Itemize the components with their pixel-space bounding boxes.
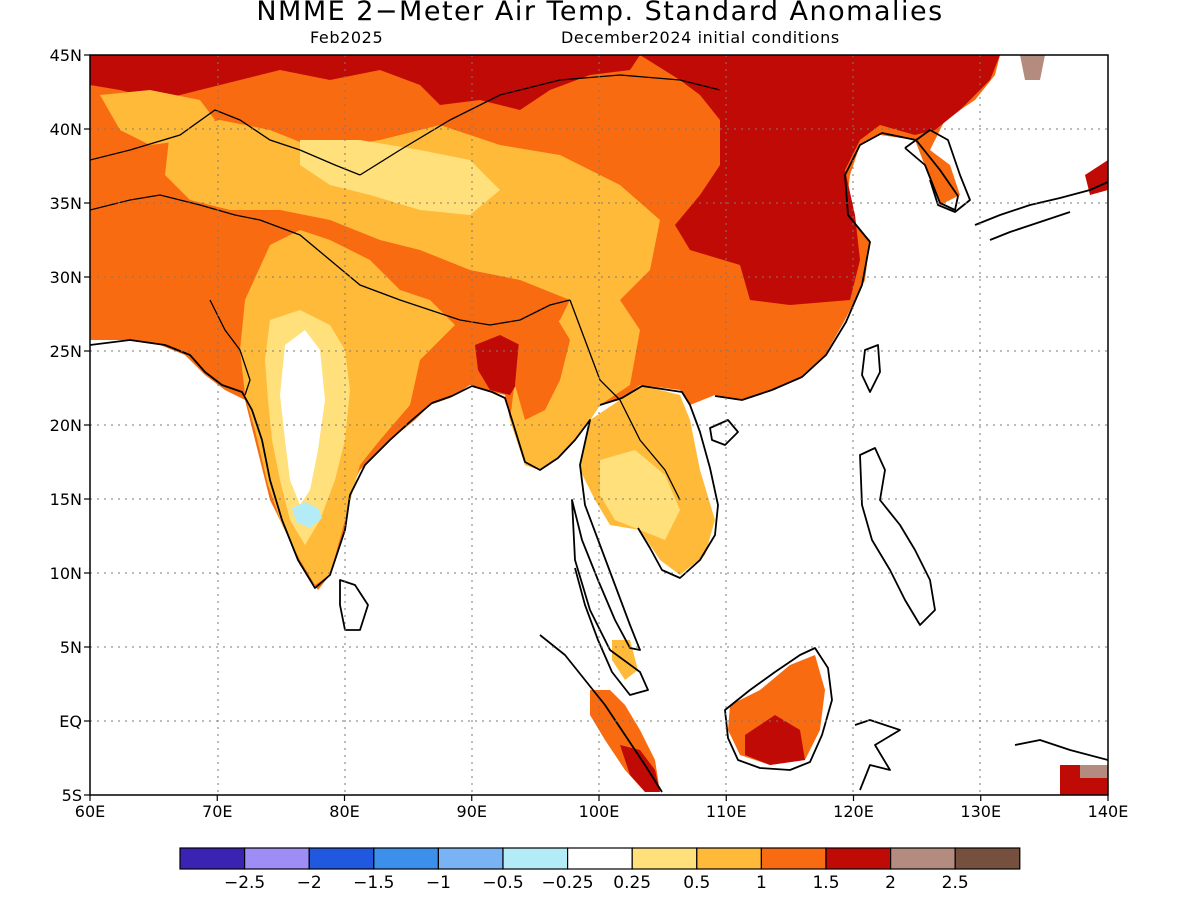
anomaly-region-korea-brown: [1020, 55, 1045, 80]
colorbar-swatch: [373, 847, 439, 870]
colorbar-swatch: [179, 847, 246, 870]
lon-tick-label: 120E: [833, 802, 874, 821]
lon-tick-label: 80E: [329, 802, 359, 821]
colorbar-swatch: [502, 847, 569, 870]
lon-axis: 60E 70E 80E 90E 100E 110E 120E 130E 140E: [75, 795, 1129, 821]
colorbar-label: −0.5: [482, 873, 523, 893]
colorbar-swatch: [244, 847, 310, 870]
lat-axis: 45N 40N 35N 30N 25N 20N 15N 10N 5N EQ 5S: [50, 46, 90, 805]
coastline-japan: [974, 181, 1108, 241]
colorbar-swatch: [696, 847, 762, 870]
border-indochina: [569, 299, 681, 501]
lat-tick-label: 35N: [50, 194, 82, 213]
anomaly-region-newguinea-brown: [1080, 765, 1108, 778]
colorbar-swatch: [437, 847, 504, 870]
lon-tick-label: 140E: [1088, 802, 1129, 821]
coastline-taiwan: [861, 344, 881, 393]
colorbar-label: −0.25: [542, 873, 594, 893]
anomaly-region-japan: [1085, 160, 1108, 195]
coastlines: [90, 129, 1108, 793]
colorbar-label: 1: [756, 873, 767, 893]
colorbar-label: −2: [297, 873, 322, 893]
colorbar-swatch: [825, 847, 892, 870]
lat-tick-label: 15N: [50, 490, 82, 509]
coastline-hainan: [709, 419, 739, 446]
anomaly-region-sumatra-dark: [620, 745, 660, 792]
lon-tick-label: 60E: [75, 802, 105, 821]
anomaly-region-north-strip: [90, 55, 640, 110]
anomaly-shading: [90, 55, 1108, 795]
lon-tick-label: 70E: [202, 802, 232, 821]
coastline-china: [714, 132, 959, 401]
coastline-sulawesi: [854, 719, 901, 791]
border-india-pakistan: [209, 299, 251, 396]
colorbar-swatch: [760, 847, 827, 870]
lat-tick-label: 25N: [50, 342, 82, 361]
border-china-north: [359, 74, 721, 176]
anomaly-region-bangladesh: [475, 335, 525, 395]
lat-tick-label: 30N: [50, 268, 82, 287]
colorbar-label: 2: [885, 873, 896, 893]
coastline-asia: [90, 339, 649, 696]
coastline-newguinea: [1014, 739, 1108, 761]
anomaly-region-borneo-dark: [745, 715, 805, 765]
lat-tick-label: EQ: [59, 712, 82, 731]
anomaly-region-north-china: [640, 55, 1000, 305]
anomaly-region-india-cool: [292, 502, 322, 528]
colorbar-label: −1: [426, 873, 451, 893]
anomaly-region-indochina-pale: [600, 450, 680, 540]
border-himalaya: [259, 219, 571, 326]
initial-conditions: December2024 initial conditions: [561, 28, 840, 47]
coastline-sumatra: [539, 634, 663, 793]
colorbar-label: 0.25: [613, 873, 651, 893]
colorbar-label: 1.5: [812, 873, 839, 893]
colorbar-label: −2.5: [224, 873, 265, 893]
colorbar-swatch: [566, 847, 633, 870]
colorbar-swatch: [631, 847, 698, 870]
border-central-asia: [90, 109, 361, 221]
colorbar-swatch: [889, 847, 956, 870]
anomaly-region-burma: [515, 315, 570, 420]
borders: [90, 74, 721, 501]
coastline-philippines: [859, 447, 936, 626]
colorbar-label: −1.5: [353, 873, 394, 893]
lat-tick-label: 5S: [62, 786, 82, 805]
lat-tick-label: 5N: [60, 638, 82, 657]
colorbar-swatch: [308, 847, 375, 870]
lon-tick-label: 130E: [960, 802, 1001, 821]
lon-tick-label: 90E: [457, 802, 487, 821]
forecast-month: Feb2025: [310, 28, 384, 47]
lat-tick-label: 20N: [50, 416, 82, 435]
coastline-korea: [904, 129, 971, 213]
map-title: NMME 2−Meter Air Temp. Standard Anomalie…: [256, 0, 944, 27]
lat-tick-label: 40N: [50, 120, 82, 139]
lat-tick-label: 10N: [50, 564, 82, 583]
lat-tick-label: 45N: [50, 46, 82, 65]
colorbar-label: 0.5: [683, 873, 710, 893]
colorbar-label: 2.5: [942, 873, 969, 893]
coastline-borneo: [724, 647, 833, 771]
colorbar-swatch: [954, 847, 1021, 870]
lon-tick-label: 100E: [579, 802, 620, 821]
anomaly-region-tibet-pale: [300, 140, 500, 215]
anomaly-region-india-neutral: [280, 330, 325, 505]
gridlines: [90, 55, 1108, 795]
lon-tick-label: 110E: [706, 802, 747, 821]
coastline-indochina: [599, 385, 719, 579]
coastline-srilanka: [339, 579, 369, 631]
colorbar: −2.5 −2 −1.5 −1 −0.5 −0.25 0.25 0.5 1 1.5 2 2.5: [179, 847, 1021, 893]
